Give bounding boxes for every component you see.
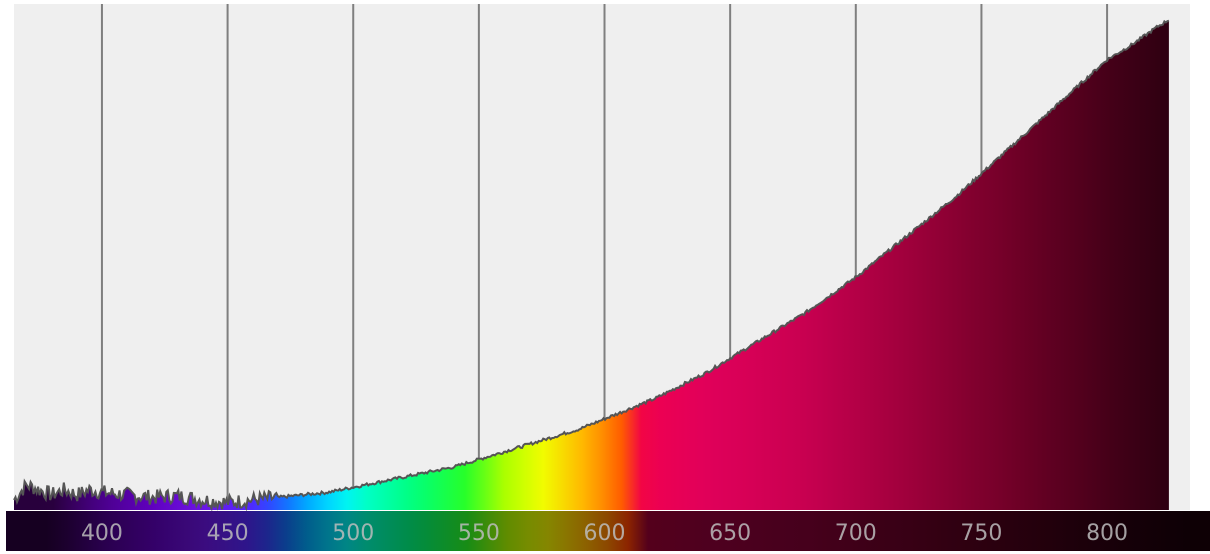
spectrum-outline xyxy=(13,19,1170,512)
x-tick-label: 550 xyxy=(458,521,500,546)
x-tick-labels: 400 450 500 550 600 650 700 750 800 xyxy=(81,521,1128,546)
x-tick-label: 450 xyxy=(207,521,249,546)
x-tick-label: 500 xyxy=(332,521,374,546)
x-tick-label: 800 xyxy=(1086,521,1128,546)
wavelength-axis-bar xyxy=(6,511,1210,551)
x-tick-label: 700 xyxy=(835,521,877,546)
x-tick-label: 750 xyxy=(960,521,1002,546)
x-tick-label: 600 xyxy=(584,521,626,546)
x-tick-label: 650 xyxy=(709,521,751,546)
spectrum-area xyxy=(14,20,1169,510)
x-tick-label: 400 xyxy=(81,521,123,546)
